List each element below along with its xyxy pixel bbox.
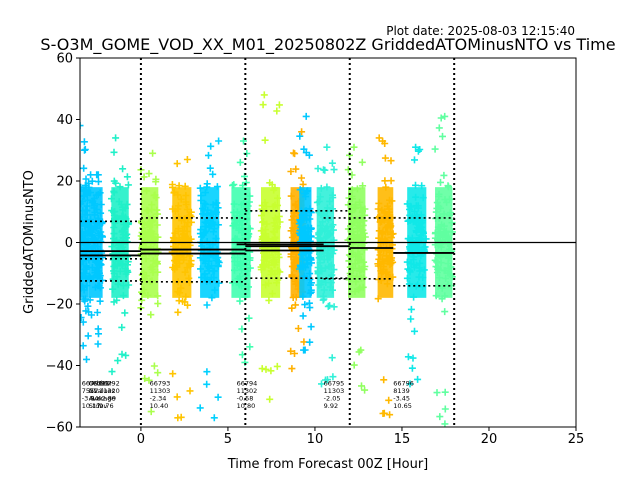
swath-markers [196, 137, 223, 422]
stats-block-4: 66794 11302 -0.58 10.80 [237, 379, 258, 410]
y-axis-label: GriddedATOMinusNTO [22, 170, 37, 314]
swath-markers [431, 112, 456, 427]
swath-5 [196, 137, 223, 422]
stats-block-6: 66796 8139 -3.45 10.65 [393, 379, 414, 410]
stats-block-5-line: 66795 [324, 379, 345, 387]
y-tick-label: −40 [46, 359, 73, 374]
swath-11 [344, 143, 369, 394]
stats-block-5-line: 11303 [324, 387, 345, 395]
stats-block-3-line: -2.34 [150, 394, 167, 402]
stats-block-0-line: -3.84 [82, 394, 99, 402]
stats-block-0-line: 66791 [82, 379, 103, 387]
stats-labels-line: OrbitNr [89, 379, 113, 387]
stats-block-0: 66791 7552 -3.84 10.17 [82, 379, 103, 410]
swath-markers [295, 112, 315, 354]
y-tick-label: −20 [46, 298, 73, 313]
stats-block-1-line: 66792 [99, 379, 120, 387]
swath-12 [374, 134, 397, 419]
x-tick-label: 10 [307, 432, 324, 447]
stats-labels-line: NValues [89, 387, 116, 395]
swath-markers [137, 149, 162, 416]
stats-block-0-line: 7552 [82, 387, 99, 395]
stats-block-3: 66793 11303 -2.34 10.40 [150, 379, 171, 410]
stats-block-5-line: 9.92 [324, 402, 338, 410]
chart-title: S-O3M_GOME_VOD_XX_M01_20250802Z GriddedA… [40, 35, 615, 55]
swath-6 [229, 137, 254, 366]
stats-labels-line: Average [89, 394, 116, 402]
swath-13 [403, 143, 430, 388]
stats-block-2-line: 11 [89, 387, 97, 395]
swath-markers [229, 137, 254, 366]
y-tick-label: 60 [56, 52, 73, 67]
swath-markers [313, 143, 338, 388]
swath-markers [344, 143, 369, 394]
stats-block-6-line: 66796 [393, 379, 414, 387]
stats-block-3-line: 10.40 [150, 402, 169, 410]
stats-labels: OrbitNr NValues Average Stdev [89, 379, 116, 410]
stats-block-1-line: 9.76 [99, 402, 113, 410]
y-tick-label: −60 [46, 421, 73, 436]
y-tick-label: 40 [56, 113, 73, 128]
x-tick-label: 25 [568, 432, 585, 447]
stats-block-6-line: -3.45 [393, 394, 410, 402]
stats-block-1-line: -2.89 [99, 394, 116, 402]
stats-block-4-line: -0.58 [237, 394, 254, 402]
stats-block-2-line: -1.4 [89, 394, 102, 402]
y-axis: −60 −40 −20 0 20 40 60 [46, 52, 80, 436]
stats-block-1-line: 11320 [99, 387, 120, 395]
swath-4 [168, 156, 195, 422]
statistics-lines [80, 58, 576, 427]
stats-block-6-line: 10.65 [393, 402, 412, 410]
y-tick-label: 0 [65, 236, 73, 251]
stats-block-5-line: -2.05 [324, 394, 341, 402]
scatter-points [80, 91, 456, 427]
swath-markers [168, 156, 195, 422]
x-axis-label: Time from Forecast 00Z [Hour] [227, 457, 429, 472]
stats-labels-line: Stdev [89, 402, 108, 410]
y-tick-label: 20 [56, 175, 73, 190]
x-tick-label: 0 [137, 432, 145, 447]
x-tick-label: 5 [224, 432, 232, 447]
stats-block-4-line: 66794 [237, 379, 258, 387]
x-tick-label: 15 [394, 432, 411, 447]
stats-block-3-line: 11303 [150, 387, 171, 395]
stats-block-0-line: 10.17 [82, 402, 101, 410]
swath-14 [431, 112, 456, 427]
swath-markers [85, 171, 106, 348]
stats-block-3-line: 66793 [150, 379, 171, 387]
x-axis: 0 5 10 15 20 25 [137, 427, 585, 447]
stats-block-5: 66795 11303 -2.05 9.92 [324, 379, 345, 410]
stats-block-4-line: 11302 [237, 387, 258, 395]
swath-9 [295, 112, 315, 354]
swath-10 [313, 143, 338, 388]
stats-block-2-line: 66791 [89, 379, 110, 387]
stats-block-6-line: 8139 [393, 387, 410, 395]
stats-block-2: 66791 11 -1.4 [89, 379, 110, 402]
x-tick-label: 20 [481, 432, 498, 447]
stats-block-4-line: 10.80 [237, 402, 256, 410]
plot-date: Plot date: 2025-08-03 12:15:40 [386, 24, 575, 38]
swath-7 [257, 91, 284, 403]
stats-block-1: 66792 11320 -2.89 9.76 [99, 379, 120, 410]
